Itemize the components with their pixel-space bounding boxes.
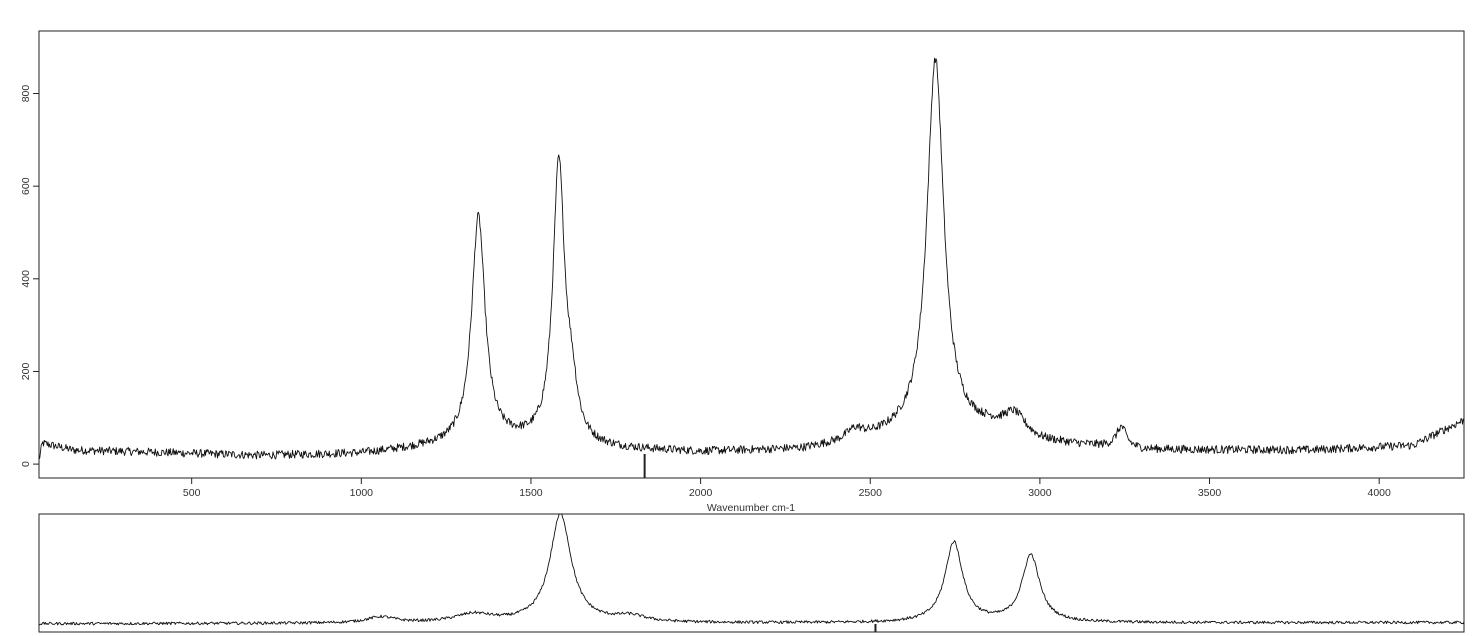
overview-spectrum-line	[38, 513, 1465, 626]
main-y-axis: 0 200 400 600 800	[20, 85, 39, 467]
x-tick-label: 2500	[859, 487, 883, 499]
x-tick-label: 4000	[1367, 487, 1391, 499]
main-spectrum-panel: 500 1000 1500 2000 2500 3000 3500 4000 0 200 400 6…	[20, 30, 1465, 514]
x-tick-label: 3500	[1198, 487, 1222, 499]
y-tick-label: 800	[20, 85, 32, 103]
x-tick-label: 2000	[689, 487, 713, 499]
x-tick-label: 1000	[350, 487, 374, 499]
overview-spectrum-panel	[38, 513, 1465, 633]
x-tick-label: 500	[183, 487, 201, 499]
main-x-axis: 500 1000 1500 2000 2500 3000 3500 4000	[183, 478, 1391, 499]
x-tick-label: 1500	[519, 487, 543, 499]
x-tick-label: 3000	[1028, 487, 1052, 499]
y-tick-label: 600	[20, 177, 32, 195]
y-tick-label: 200	[20, 363, 32, 381]
y-tick-label: 400	[20, 270, 32, 288]
main-spectrum-line	[38, 57, 1465, 460]
overview-plot-frame	[38, 513, 1465, 633]
y-tick-label: 0	[20, 461, 32, 467]
main-plot-frame	[38, 30, 1465, 479]
x-axis-title: Wavenumber cm-1	[707, 502, 795, 514]
